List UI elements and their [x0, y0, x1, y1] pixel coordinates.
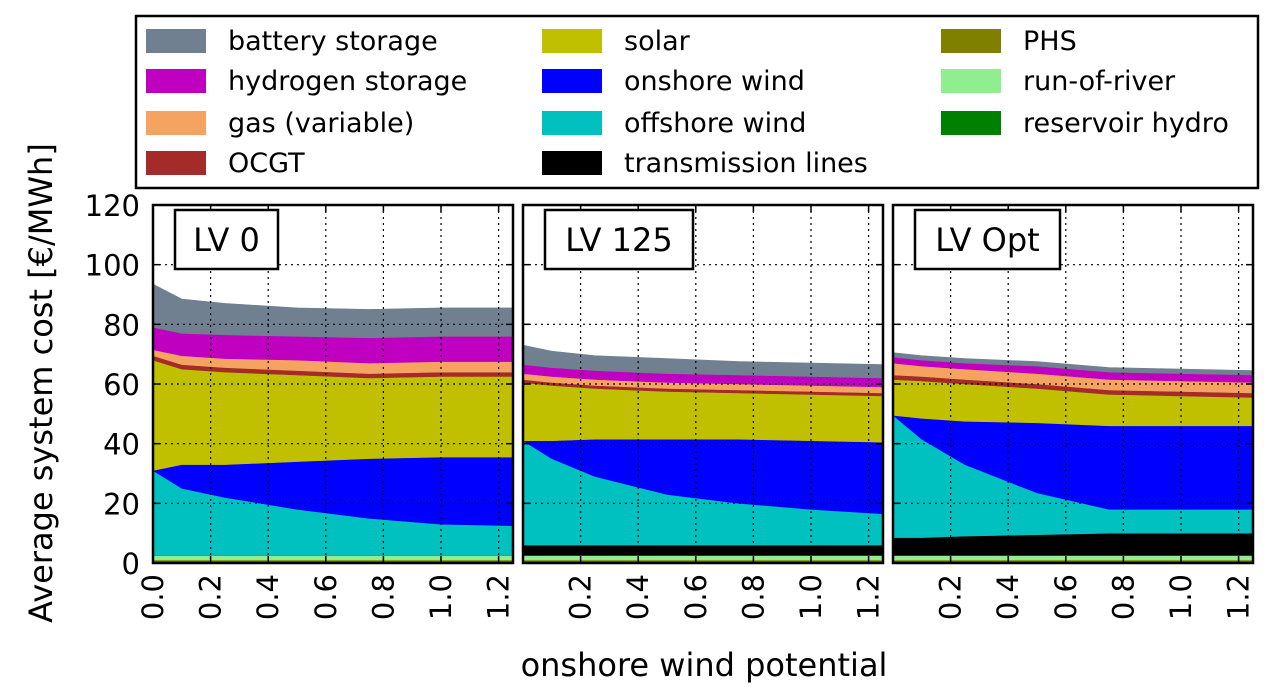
x-tick-label: 1.0 — [424, 574, 458, 620]
x-tick-label: 1.2 — [1222, 574, 1256, 620]
x-tick-label: 1.2 — [852, 574, 886, 620]
legend-label-gas-variable: gas (variable) — [228, 108, 414, 139]
y-tick-label: 0 — [122, 547, 140, 581]
x-tick-label: 0.4 — [991, 574, 1025, 620]
x-tick-label: 0.6 — [1049, 574, 1083, 620]
x-tick-label: 0.8 — [366, 574, 400, 620]
area-run-of-river — [522, 555, 884, 561]
x-tick-label: 0.4 — [621, 574, 655, 620]
x-tick-label: 0.2 — [194, 574, 228, 620]
x-tick-label: 1.2 — [482, 574, 516, 620]
legend-label-run-of-river: run-of-river — [1023, 66, 1176, 97]
legend-label-onshore-wind: onshore wind — [624, 66, 805, 97]
panel-title-box — [913, 208, 1062, 271]
x-tick-label: 0.8 — [736, 574, 770, 620]
legend-frame — [134, 14, 1260, 190]
x-axis-label: onshore wind potential — [521, 646, 888, 684]
x-tick-label: 0.2 — [564, 574, 598, 620]
legend-label-transmission-lines: transmission lines — [624, 148, 868, 179]
y-tick-label: 80 — [103, 308, 140, 342]
area-run-of-river — [892, 555, 1254, 561]
panel-title: LV 125 — [565, 221, 672, 259]
panel-title-box — [173, 208, 280, 271]
x-tick-label: 0.6 — [309, 574, 343, 620]
legend-swatch-onshore-wind — [542, 69, 602, 93]
legend-swatch-run-of-river — [941, 69, 1001, 93]
panel-lv-0: 0.0 0.2 0.4 0.6 0.8 1.0 1.2 0 20 40 60 80 100 120 LV 0 — [85, 189, 516, 620]
legend-swatch-transmission-lines — [542, 151, 602, 175]
panel-lv-opt: 0.2 0.4 0.6 0.8 1.0 1.2 LV Opt — [891, 203, 1256, 620]
legend-label-hydrogen-storage: hydrogen storage — [228, 66, 467, 97]
x-tick-label: 0.8 — [1106, 574, 1140, 620]
x-tick-label: 1.0 — [1164, 574, 1198, 620]
legend-swatch-solar — [542, 29, 602, 53]
x-tick-label: 1.0 — [794, 574, 828, 620]
panels: 0.0 0.2 0.4 0.6 0.8 1.0 1.2 0 20 40 60 80 100 120 LV 0… — [85, 189, 1256, 620]
legend-label-solar: solar — [624, 26, 691, 57]
y-tick-label: 60 — [103, 368, 140, 402]
y-tick-label: 100 — [85, 249, 140, 283]
x-tick-label: 0.6 — [679, 574, 713, 620]
area-run-of-river — [152, 555, 514, 561]
legend-label-phs: PHS — [1023, 26, 1077, 57]
legend-label-battery-storage: battery storage — [228, 26, 438, 57]
panel-title-box — [543, 208, 695, 271]
panel-lv-125: 0.2 0.4 0.6 0.8 1.0 1.2 LV 125 — [521, 203, 886, 620]
legend-swatch-gas-variable — [146, 111, 206, 135]
panel-title: LV Opt — [935, 221, 1039, 259]
legend-swatch-offshore-wind — [542, 111, 602, 135]
legend-label-offshore-wind: offshore wind — [624, 108, 806, 139]
y-tick-label: 120 — [85, 189, 140, 223]
x-tick-label: 0.0 — [136, 574, 170, 620]
x-tick-label: 0.2 — [934, 574, 968, 620]
y-tick-label: 20 — [103, 487, 140, 521]
legend-swatch-phs — [941, 29, 1001, 53]
y-axis-label: Average system cost [€/MWh] — [22, 143, 60, 623]
area-transmission-lines — [522, 544, 884, 556]
legend-label-ocgt: OCGT — [228, 148, 305, 179]
y-tick-label: 40 — [103, 428, 140, 462]
legend: battery storage hydrogen storage gas (vari… — [134, 14, 1260, 190]
panel-title: LV 0 — [193, 221, 260, 259]
legend-label-reservoir-hydro: reservoir hydro — [1023, 108, 1229, 139]
legend-swatch-reservoir-hydro — [941, 111, 1001, 135]
x-tick-label: 0.4 — [251, 574, 285, 620]
legend-swatch-ocgt — [146, 151, 206, 175]
legend-swatch-battery-storage — [146, 29, 206, 53]
legend-swatch-hydrogen-storage — [146, 69, 206, 93]
